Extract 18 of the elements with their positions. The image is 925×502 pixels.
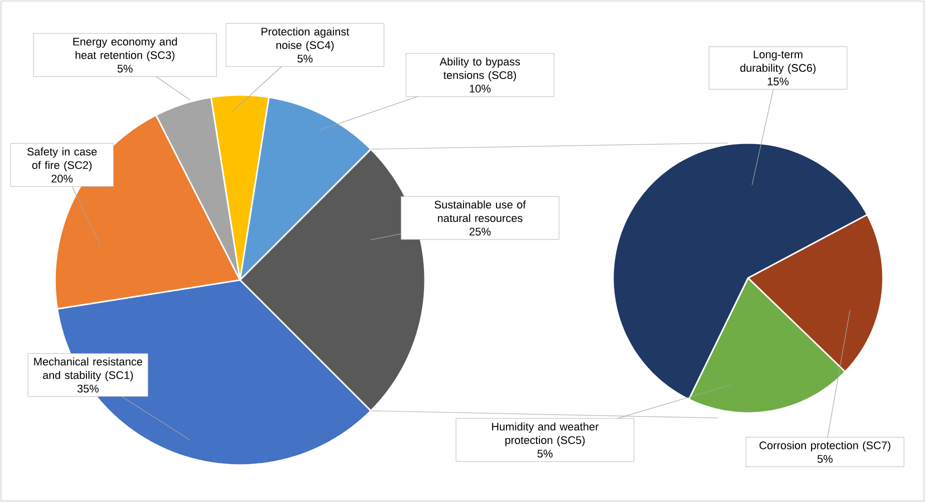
slice-label: Long-term durability (SC6) [740,50,816,74]
slice-label: Energy economy and heat retention (SC3) [73,37,177,62]
data-label: 35% [77,384,99,393]
data-label: 5% [538,450,553,458]
slice-label: Humidity and weather protection (SC5) [492,422,599,446]
data-label: 5% [818,455,833,463]
data-label: 5% [118,64,133,73]
data-label: 15% [768,78,789,86]
slice-label: Ability to bypass tensions (SC8) [440,57,520,82]
slice-label: Protection against noise (SC4) [262,27,350,52]
data-label: 20% [52,174,73,183]
data-label: 5% [298,54,313,63]
slice-label: Mechanical resistance and stability (SC1) [34,357,142,382]
slice-label: Corrosion protection (SC7) [760,441,890,452]
data-label: 25% [470,228,491,236]
slice-label: Sustainable use of natural resources [434,200,526,222]
data-label: 10% [470,84,491,93]
slice-label: Safety in case of fire (SC2) [27,147,97,172]
